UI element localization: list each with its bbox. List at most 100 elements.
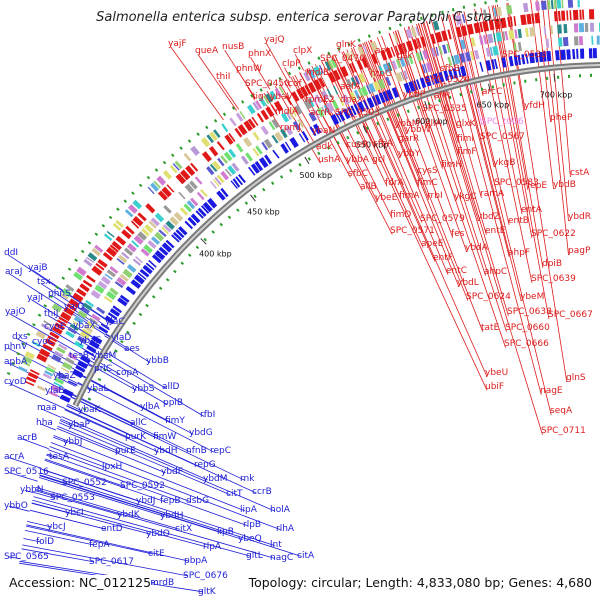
label-connector [97,346,167,389]
feature-block [88,339,100,350]
forward-gene-label: ykgC [454,192,477,202]
forward-gene-label: SPC_0711 [541,426,586,436]
kbp-tick [553,73,556,82]
reverse-gene-label: lipA [240,505,258,515]
feature-block [353,89,361,100]
feature-block [77,360,89,369]
feature-block [264,154,273,165]
label-connector [39,475,243,540]
reverse-gene-label: tsx [37,277,51,287]
feature-block [260,125,269,136]
feature-block [142,264,153,275]
feature-block [325,102,335,113]
label-connector [238,71,256,99]
feature-block [174,160,183,170]
feature-block [189,180,198,190]
kbp-tick-label: 650 kbp [477,100,510,109]
forward-gene-label: glnK [336,40,357,50]
label-connector [46,453,248,527]
feature-block [378,65,385,75]
feature-block [156,175,167,186]
forward-gene-label: sfbB [440,64,460,74]
forward-gene-label: SPC_0622 [531,229,576,239]
reverse-gene-label: nfnB [186,446,207,456]
label-connector [8,382,66,409]
reverse-gene-label: fimW [153,432,176,442]
feature-block [82,279,93,288]
label-connector [458,12,510,225]
reverse-gene-label: fepA [89,540,110,550]
cog-reverse-track [48,35,600,397]
feature-block [415,26,420,36]
feature-block [59,292,69,300]
feature-block [103,295,113,303]
feature-block [235,112,244,122]
label-connector [381,35,406,99]
feature-block [324,61,331,71]
feature-block [86,274,96,283]
feature-block [285,111,292,120]
feature-block [505,4,513,15]
label-connector [67,403,83,412]
forward-gene-label: dnaX [340,95,363,105]
feature-block [217,157,225,167]
feature-block [494,18,501,30]
feature-block [274,131,284,142]
feature-block [473,22,481,34]
feature-block [271,118,280,129]
feature-block [106,230,115,238]
feature-block [280,112,290,123]
feature-block [83,325,94,333]
label-connector [365,41,430,200]
feature-block [235,143,244,153]
feature-block [179,207,189,216]
feature-block [243,120,253,132]
feature-block [223,151,233,162]
feature-block [308,69,316,79]
feature-block [228,132,236,142]
feature-block [42,372,52,380]
feature-block [104,315,116,325]
feature-block [313,79,322,90]
feature-block [369,40,379,52]
feature-block [358,88,364,98]
reverse-gene-label: SPC_0565 [4,552,49,562]
feature-block [391,87,400,98]
feature-block [154,231,165,242]
label-connector [397,29,506,348]
label-connector [44,458,125,487]
forward-gene-label: fimD [390,210,411,220]
forward-gene-label: ybdR [568,212,591,222]
feature-block [196,191,205,201]
feature-block [72,320,81,327]
feature-block [470,37,476,47]
forward-gene-label: ahpF [508,248,530,258]
label-connector [25,530,94,546]
feature-block [238,174,246,184]
feature-block [59,394,71,403]
feature-block [371,95,378,106]
feature-block [85,299,94,308]
reverse-gene-label: yajO [5,307,25,317]
label-connector [35,489,275,559]
feature-block [405,55,410,66]
feature-block [441,30,448,42]
reverse-gene-label: allC [130,418,147,428]
reverse-gene-label: acrA [4,452,25,462]
label-connector [34,492,55,499]
forward-gene-label: fimF [457,147,477,157]
reverse-gene-label: holA [270,505,291,515]
reverse-gene-label: allD [162,382,180,392]
feature-block [354,75,360,85]
reverse-gene-label: ybbO [4,501,28,511]
feature-block [357,101,366,113]
feature-block [273,100,284,112]
feature-block [488,19,495,31]
feature-block [372,80,381,91]
feature-block [76,288,87,297]
label-connector [81,374,194,435]
feature-block [43,320,52,327]
label-connector [26,525,153,555]
feature-block [447,56,453,66]
reverse-gene-label: ppiB [163,398,183,408]
